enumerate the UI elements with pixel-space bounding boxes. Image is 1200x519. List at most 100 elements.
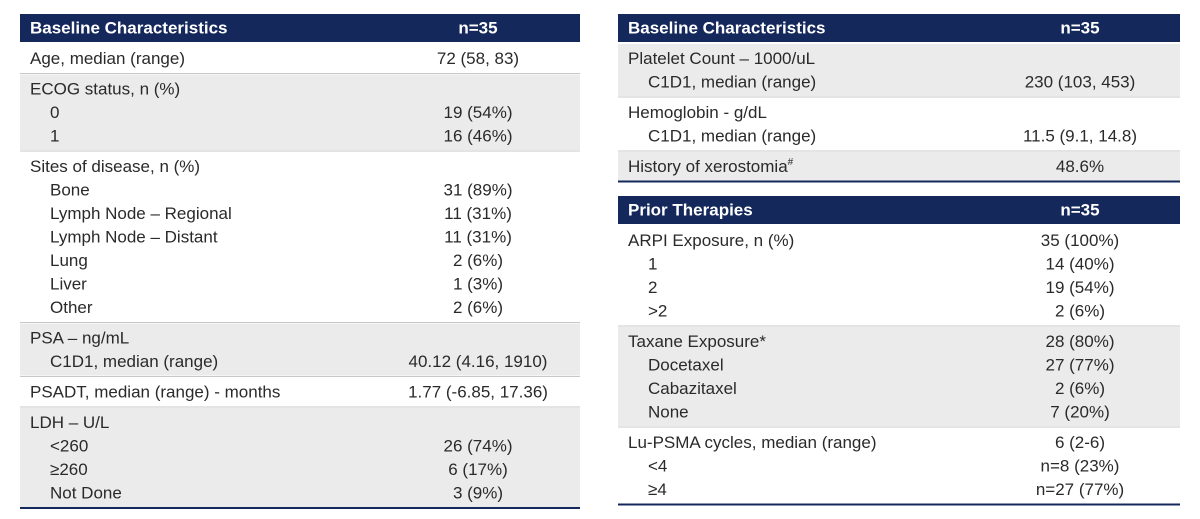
row-label: Not Done xyxy=(50,484,122,503)
header-label: Baseline Characteristics xyxy=(30,18,228,37)
row-value: 230 (103, 453) xyxy=(1025,73,1136,92)
label-text: Not Done xyxy=(50,484,122,503)
label-text: Docetaxel xyxy=(648,356,724,375)
row-value: n=27 (77%) xyxy=(1036,480,1124,499)
row-value: 7 (20%) xyxy=(1050,403,1110,422)
row-label: <260 xyxy=(50,437,88,456)
table-header xyxy=(618,196,1180,224)
row-group xyxy=(618,98,1180,150)
row-value: 2 (6%) xyxy=(1055,302,1105,321)
label-text: Cabazitaxel xyxy=(648,379,737,398)
row-group xyxy=(20,408,580,507)
row-label: C1D1, median (range) xyxy=(648,73,816,92)
row-value: 6 (2-6) xyxy=(1055,433,1105,452)
label-text: Lung xyxy=(50,251,88,270)
row-label: PSA – ng/mL xyxy=(30,329,129,348)
label-text: Other xyxy=(50,298,93,317)
header-value: n=35 xyxy=(458,18,497,37)
label-text: History of xerostomia xyxy=(628,157,788,176)
row-label: Lymph Node – Regional xyxy=(50,204,232,223)
label-text: 1 xyxy=(50,127,59,146)
table-header xyxy=(618,14,1180,42)
row-group xyxy=(20,44,580,73)
row-value: 14 (40%) xyxy=(1046,255,1115,274)
row-label: Docetaxel xyxy=(648,356,724,375)
label-text: <4 xyxy=(648,457,667,476)
header-label: Baseline Characteristics xyxy=(628,18,826,37)
header-label: Prior Therapies xyxy=(628,200,753,219)
label-text: 1 xyxy=(648,255,657,274)
row-label: Taxane Exposure* xyxy=(628,332,766,351)
row-label: 2 xyxy=(648,278,657,297)
label-text: LDH – U/L xyxy=(30,413,109,432)
label-text: ECOG status, n (%) xyxy=(30,80,180,99)
row-value: 11 (31%) xyxy=(444,228,512,247)
label-text: 0 xyxy=(50,103,59,122)
table: Baseline Characteristics n=35 Age, median … xyxy=(20,14,580,509)
header-value: n=35 xyxy=(1060,18,1099,37)
row-group xyxy=(618,152,1180,181)
label-text: Hemoglobin - g/dL xyxy=(628,103,767,122)
label-text: ≥260 xyxy=(50,460,88,479)
label-text: 2 xyxy=(648,278,657,297)
row-label: Lung xyxy=(50,251,88,270)
row-value: 2 (6%) xyxy=(1055,379,1105,398)
row-value: 27 (77%) xyxy=(1046,356,1115,375)
row-value: 2 (6%) xyxy=(453,251,503,270)
label-text: >2 xyxy=(648,302,667,321)
row-group xyxy=(618,226,1180,325)
row-value: 26 (74%) xyxy=(444,437,513,456)
row-label: PSADT, median (range) - months xyxy=(30,383,280,402)
row-label: C1D1, median (range) xyxy=(648,127,816,146)
row-label: None xyxy=(648,403,689,422)
row-value: 3 (9%) xyxy=(453,484,503,503)
row-label: Other xyxy=(50,298,93,317)
label-text: PSA – ng/mL xyxy=(30,329,129,348)
row-group xyxy=(20,377,580,406)
row-label: Age, median (range) xyxy=(30,49,185,68)
row-value: 35 (100%) xyxy=(1041,231,1119,250)
label-text: None xyxy=(648,403,689,422)
row-label: Liver xyxy=(50,275,87,294)
row-value: 1.77 (-6.85, 17.36) xyxy=(408,383,548,402)
row-value: 28 (80%) xyxy=(1046,332,1115,351)
label-text: C1D1, median (range) xyxy=(648,73,816,92)
row-group xyxy=(20,74,580,150)
label-text: C1D1, median (range) xyxy=(648,127,816,146)
row-label: Sites of disease, n (%) xyxy=(30,157,200,176)
row-value: 48.6% xyxy=(1056,157,1104,176)
row-label: 0 xyxy=(50,103,59,122)
row-group xyxy=(20,323,580,376)
row-label: LDH – U/L xyxy=(30,413,109,432)
row-group xyxy=(618,327,1180,426)
row-label: Hemoglobin - g/dL xyxy=(628,103,767,122)
label-text: ARPI Exposure, n (%) xyxy=(628,231,794,250)
row-value: 72 (58, 83) xyxy=(437,49,519,68)
row-value: 31 (89%) xyxy=(444,181,513,200)
row-group xyxy=(618,44,1180,96)
row-value: 1 (3%) xyxy=(453,275,503,294)
row-label: C1D1, median (range) xyxy=(50,352,218,371)
label-text: Liver xyxy=(50,275,87,294)
superscript: # xyxy=(788,156,794,167)
row-value: 16 (46%) xyxy=(444,127,513,146)
row-label: <4 xyxy=(648,457,667,476)
row-value: 2 (6%) xyxy=(453,298,503,317)
row-group xyxy=(618,428,1180,504)
row-label: 1 xyxy=(50,127,59,146)
row-label: Lymph Node – Distant xyxy=(50,228,218,247)
row-label: Bone xyxy=(50,181,90,200)
label-text: C1D1, median (range) xyxy=(50,352,218,371)
row-label: 1 xyxy=(648,255,657,274)
row-label: Lu-PSMA cycles, median (range) xyxy=(628,433,877,452)
label-text: <260 xyxy=(50,437,88,456)
label-text: Lymph Node – Regional xyxy=(50,204,232,223)
label-text: Lu-PSMA cycles, median (range) xyxy=(628,433,877,452)
label-text: Platelet Count – 1000/uL xyxy=(628,49,815,68)
row-label: History of xerostomia# xyxy=(628,156,794,176)
row-label: ARPI Exposure, n (%) xyxy=(628,231,794,250)
row-label: ≥4 xyxy=(648,480,667,499)
row-value: 19 (54%) xyxy=(1046,278,1115,297)
label-text: Age, median (range) xyxy=(30,49,185,68)
